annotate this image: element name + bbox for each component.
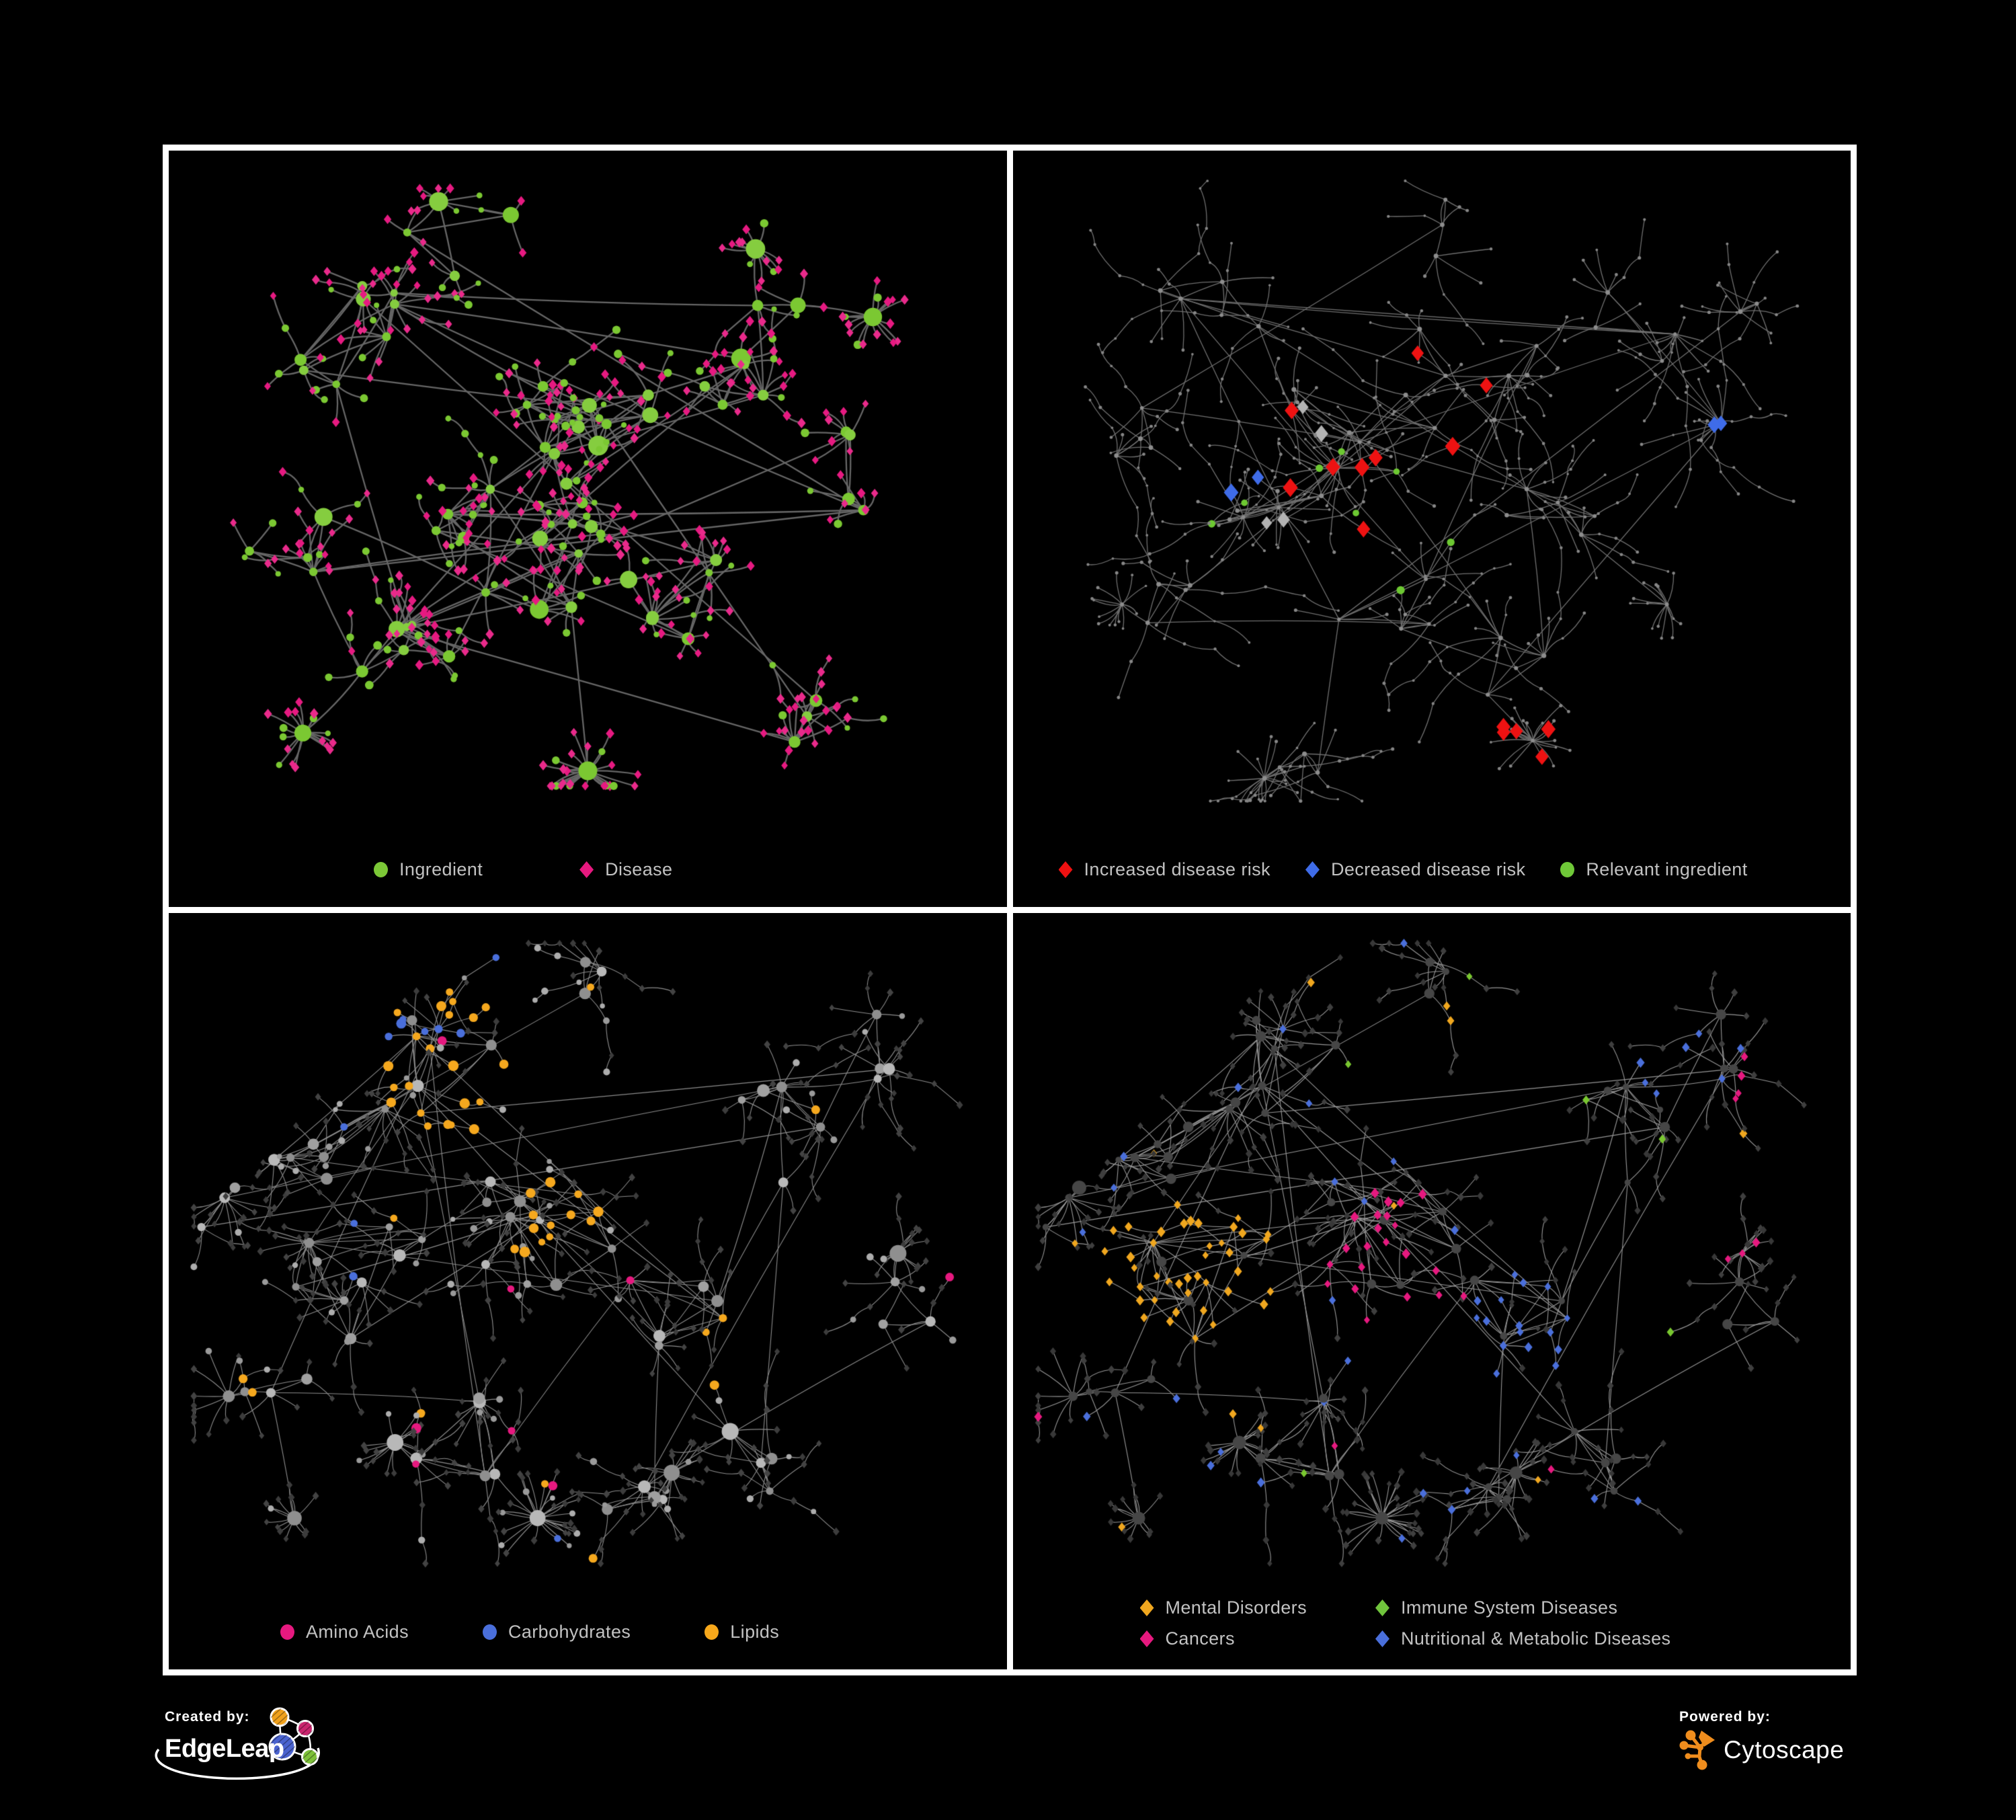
legend-item-disease: Disease — [579, 859, 672, 880]
legend-item-relevant-ingredient: Relevant ingredient — [1560, 859, 1747, 880]
panel-disease-risk-network: Increased disease risk Decreased disease … — [1012, 151, 1851, 907]
diamond-swatch — [1375, 1599, 1389, 1616]
disease-risk-network-canvas — [1012, 151, 1851, 907]
legend-item-immune-system-diseases: Immune System Diseases — [1375, 1597, 1670, 1618]
circle-swatch — [374, 862, 388, 877]
legend-item-carbohydrates: Carbohydrates — [482, 1622, 631, 1643]
ingredient-disease-legend: Ingredient Disease — [169, 859, 1007, 880]
diamond-swatch — [1139, 1599, 1154, 1616]
legend-label: Carbohydrates — [508, 1622, 631, 1642]
legend-label: Amino Acids — [306, 1622, 409, 1642]
legend-item-lipids: Lipids — [704, 1622, 779, 1643]
circle-swatch — [1560, 862, 1575, 877]
legend-item-ingredient: Ingredient — [374, 859, 483, 880]
cytoscape-logo-icon — [1679, 1730, 1715, 1770]
disease-risk-legend: Increased disease risk Decreased disease … — [1013, 859, 1851, 880]
diamond-swatch — [1305, 861, 1320, 878]
legend-item-amino-acids: Amino Acids — [280, 1622, 409, 1643]
legend-label: Relevant ingredient — [1586, 859, 1748, 879]
cytoscape-brand: Cytoscape — [1724, 1736, 1845, 1764]
edgeleap-logo-icon — [155, 1707, 320, 1780]
diamond-swatch — [1139, 1630, 1154, 1647]
legend-item-mental-disorders: Mental Disorders — [1139, 1597, 1307, 1618]
legend-label: Cancers — [1165, 1628, 1235, 1649]
legend-item-nutritional-metabolic-diseases: Nutritional & Metabolic Diseases — [1375, 1628, 1670, 1649]
disease-class-network-canvas — [1012, 913, 1851, 1669]
created-by-caption: Created by: — [165, 1709, 250, 1725]
panel-grid: Ingredient Disease Increased disease risk… — [163, 145, 1857, 1675]
macronutrient-legend: Amino Acids Carbohydrates Lipids — [169, 1622, 1007, 1643]
circle-swatch — [704, 1624, 719, 1640]
legend-label: Decreased disease risk — [1330, 859, 1526, 879]
diamond-swatch — [1058, 861, 1073, 878]
circle-swatch — [280, 1624, 294, 1640]
legend-item-decreased-disease-risk: Decreased disease risk — [1305, 859, 1525, 880]
legend-label: Nutritional & Metabolic Diseases — [1400, 1628, 1671, 1649]
powered-by-credit: Powered by: Cytoscape — [1679, 1709, 1881, 1796]
diamond-swatch — [1375, 1630, 1389, 1647]
created-by-credit: Created by: EdgeLeap — [155, 1707, 481, 1817]
powered-by-caption: Powered by: — [1679, 1709, 1771, 1725]
panel-ingredient-disease-network: Ingredient Disease — [169, 151, 1007, 907]
legend-label: Ingredient — [399, 859, 483, 879]
panel-macronutrient-network: Amino Acids Carbohydrates Lipids — [169, 913, 1007, 1669]
diamond-swatch — [579, 861, 594, 878]
panel-disease-class-network: Mental Disorders Immune System Diseases Ca… — [1012, 913, 1851, 1669]
legend-item-cancers: Cancers — [1139, 1628, 1307, 1649]
legend-label: Mental Disorders — [1165, 1597, 1307, 1618]
legend-label: Disease — [605, 859, 673, 879]
legend-label: Lipids — [730, 1622, 780, 1642]
edgeleap-brand: EdgeLeap — [165, 1735, 284, 1763]
macronutrient-network-canvas — [169, 913, 1007, 1669]
legend-label: Immune System Diseases — [1400, 1597, 1618, 1618]
legend-item-increased-disease-risk: Increased disease risk — [1058, 859, 1271, 880]
disease-class-legend: Mental Disorders Immune System Diseases Ca… — [1013, 1597, 1851, 1649]
legend-label: Increased disease risk — [1084, 859, 1271, 879]
circle-swatch — [482, 1624, 497, 1640]
ingredient-disease-network-canvas — [169, 151, 1007, 907]
